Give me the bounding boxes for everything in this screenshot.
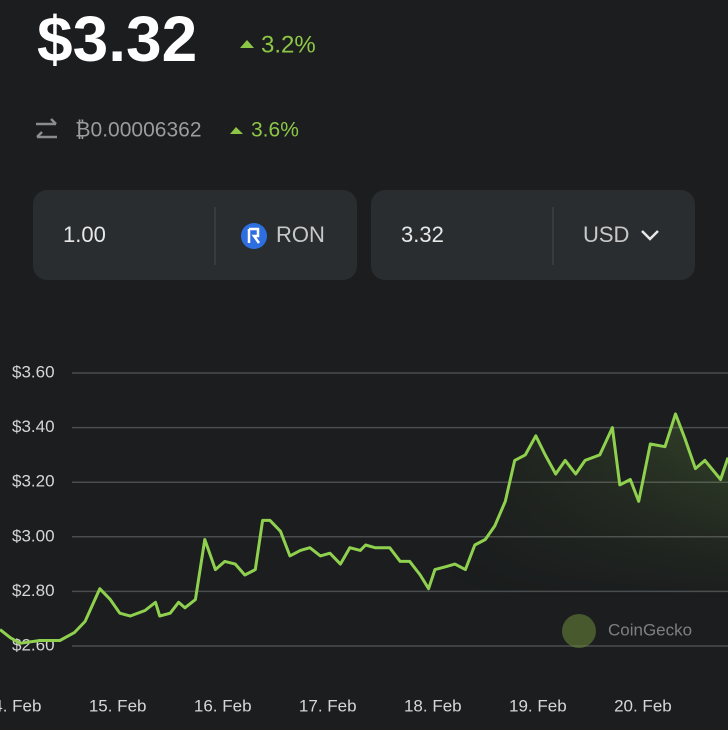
ron-logo-mark <box>247 227 261 244</box>
converted-card[interactable] <box>371 190 695 280</box>
area <box>0 413 728 644</box>
y-tick-label: $3.40 <box>12 417 55 436</box>
btc-price: ₿0.00006362 <box>75 119 202 142</box>
up-arrow <box>240 40 254 48</box>
x-tick-label: 18. Feb <box>404 696 462 715</box>
up-arrow <box>230 127 243 134</box>
chevron <box>641 230 659 241</box>
coin-label: RON <box>276 222 325 247</box>
x-tick-label: 20. Feb <box>614 696 672 715</box>
currency-select[interactable]: USD <box>583 222 629 247</box>
swap-icon <box>36 118 57 139</box>
price: $3.32 <box>37 3 197 75</box>
amount-card[interactable] <box>33 190 357 280</box>
btc-change: 3.6% <box>251 119 299 142</box>
y-tick-label: $3.60 <box>12 362 55 381</box>
x-tick-label: 16. Feb <box>194 696 252 715</box>
x-tick-label: 17. Feb <box>299 696 357 715</box>
amount-input[interactable]: 1.00 <box>63 222 106 247</box>
y-tick-label: $3.00 <box>12 526 55 545</box>
x-tick-label: 15. Feb <box>89 696 147 715</box>
y-tick-label: $3.20 <box>12 472 55 491</box>
price-change: 3.2% <box>261 31 316 58</box>
y-tick-label: $2.80 <box>12 581 55 600</box>
watermark-logo <box>562 614 596 648</box>
x-tick-label: 14. Feb <box>0 696 41 715</box>
chart: $2.60$2.80$3.00$3.20$3.40$3.6014. Feb15.… <box>0 362 728 715</box>
converted-input[interactable]: 3.32 <box>401 222 444 247</box>
price-line <box>0 412 728 645</box>
watermark: CoinGecko <box>608 620 692 639</box>
x-tick-label: 19. Feb <box>509 696 567 715</box>
